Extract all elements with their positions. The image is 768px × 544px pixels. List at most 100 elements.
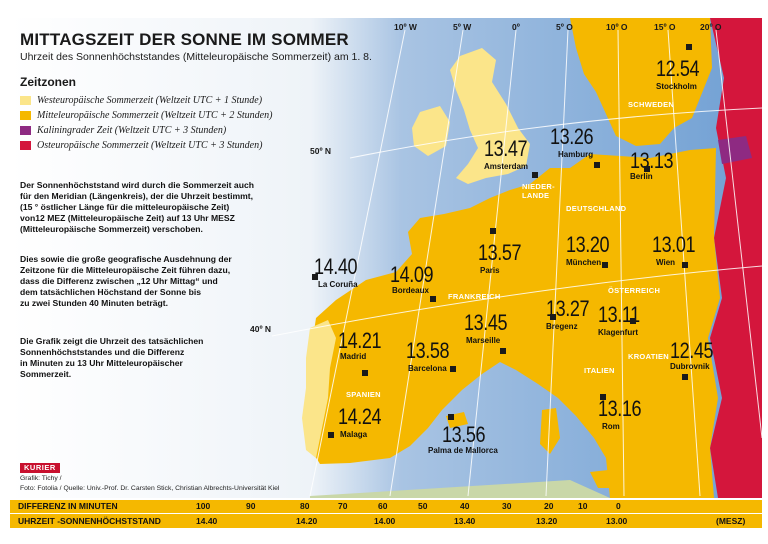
time-label: UHRZEIT -SONNENHÖCHSTSTAND bbox=[18, 516, 161, 526]
city-time: 13.56 bbox=[442, 422, 486, 447]
city-time: 14.09 bbox=[390, 262, 434, 287]
time-scale-bar: UHRZEIT -SONNENHÖCHSTSTAND 14.40 14.20 1… bbox=[10, 514, 762, 528]
city-marker bbox=[490, 228, 496, 234]
city-name: München bbox=[566, 258, 602, 267]
city-time: 14.24 bbox=[338, 404, 382, 429]
city-marker bbox=[362, 370, 368, 376]
city-name: Bordeaux bbox=[392, 286, 429, 295]
city-time: 13.16 bbox=[598, 396, 642, 421]
city-time: 14.40 bbox=[314, 254, 358, 279]
time-tick: 13.20 bbox=[536, 516, 558, 526]
city-marker bbox=[328, 432, 334, 438]
legend-label: Mitteleuropäische Sommerzeit (Weltzeit U… bbox=[37, 109, 273, 121]
time-tick: 13.00 bbox=[606, 516, 628, 526]
city-marker bbox=[500, 348, 506, 354]
country-label-croatia: KROATIEN bbox=[628, 352, 670, 361]
city-name: Palma de Mallorca bbox=[428, 446, 498, 455]
time-tick: 14.20 bbox=[296, 516, 318, 526]
difference-tick: 0 bbox=[616, 501, 621, 511]
difference-tick: 40 bbox=[460, 501, 470, 511]
city-marker bbox=[450, 366, 456, 372]
eastern-europe-zone bbox=[710, 18, 762, 498]
legend-swatch bbox=[20, 95, 31, 105]
city-marker bbox=[686, 44, 692, 50]
country-label-sweden: SCHWEDEN bbox=[628, 100, 675, 109]
difference-tick: 90 bbox=[246, 501, 256, 511]
latitude-label: 40º N bbox=[250, 324, 272, 334]
city-time: 13.01 bbox=[652, 232, 696, 257]
city-marker bbox=[682, 374, 688, 380]
country-label-spain: SPANIEN bbox=[346, 390, 381, 399]
credit-line: Grafik: Tichy / bbox=[20, 475, 62, 482]
sardinia-land bbox=[540, 408, 560, 454]
country-label-austria: ÖSTERREICH bbox=[608, 286, 661, 295]
country-label-germany: DEUTSCHLAND bbox=[566, 204, 627, 213]
legend-swatch bbox=[20, 140, 31, 150]
difference-tick: 20 bbox=[544, 501, 554, 511]
longitude-label: 0º bbox=[512, 22, 520, 32]
explanation-paragraph: Dies sowie die große geografische Ausdeh… bbox=[20, 254, 232, 308]
longitude-label: 5º O bbox=[556, 22, 573, 32]
city-name: Berlin bbox=[630, 172, 653, 181]
legend-label: Osteuropäische Sommerzeit (Weltzeit UTC … bbox=[37, 139, 263, 151]
longitude-label: 20º O bbox=[700, 22, 722, 32]
legend-item-west: Westeuropäische Sommerzeit (Weltzeit UTC… bbox=[20, 93, 262, 107]
country-label-netherlands: NIEDER- LANDE bbox=[522, 182, 555, 200]
legend-heading: Zeitzonen bbox=[20, 75, 76, 89]
italy-land bbox=[566, 348, 662, 470]
city-time: 13.57 bbox=[478, 240, 522, 265]
legend-swatch bbox=[20, 125, 31, 135]
page-subtitle: Uhrzeit des Sonnenhöchststandes (Mittele… bbox=[20, 51, 372, 63]
city-name: Amsterdam bbox=[484, 162, 529, 171]
legend-label: Kaliningrader Zeit (Weltzeit UTC + 3 Stu… bbox=[37, 124, 227, 136]
city-time: 13.45 bbox=[464, 310, 508, 335]
city-marker bbox=[430, 296, 436, 302]
city-marker bbox=[630, 318, 636, 324]
city-time: 13.26 bbox=[550, 124, 594, 149]
time-unit: (MESZ) bbox=[716, 516, 746, 526]
legend-label: Westeuropäische Sommerzeit (Weltzeit UTC… bbox=[37, 94, 263, 106]
difference-tick: 60 bbox=[378, 501, 388, 511]
city-name: Paris bbox=[480, 266, 500, 275]
difference-tick: 80 bbox=[300, 501, 310, 511]
time-tick: 13.40 bbox=[454, 516, 476, 526]
legend-item-east: Osteuropäische Sommerzeit (Weltzeit UTC … bbox=[20, 138, 262, 152]
map-graphic bbox=[10, 18, 762, 498]
difference-scale-bar: DIFFERENZ IN MINUTEN 100 90 80 70 60 50 … bbox=[10, 500, 762, 513]
difference-tick: 30 bbox=[502, 501, 512, 511]
difference-tick: 50 bbox=[418, 501, 428, 511]
city-marker bbox=[644, 166, 650, 172]
map: 10º W 5º W 0º 5º O 10º O 15º O 20º O 50º… bbox=[10, 18, 762, 498]
city-name: Wien bbox=[656, 258, 676, 267]
longitude-label: 10º O bbox=[606, 22, 628, 32]
city-name: Malaga bbox=[340, 430, 368, 439]
difference-tick: 10 bbox=[578, 501, 588, 511]
ireland-land bbox=[412, 106, 450, 156]
time-tick: 14.00 bbox=[374, 516, 396, 526]
sicily-land bbox=[590, 468, 626, 488]
time-tick: 14.40 bbox=[196, 516, 218, 526]
city-name: Hamburg bbox=[558, 150, 594, 159]
legend-item-central: Mitteleuropäische Sommerzeit (Weltzeit U… bbox=[20, 108, 272, 122]
longitude-label: 15º O bbox=[654, 22, 676, 32]
city-time: 13.11 bbox=[598, 302, 640, 327]
city-marker bbox=[600, 394, 606, 400]
latitude-label: 50º N bbox=[310, 146, 332, 156]
city-name: Dubrovnik bbox=[670, 362, 710, 371]
city-name: Barcelona bbox=[408, 364, 447, 373]
city-name: Klagenfurt bbox=[598, 328, 638, 337]
country-label-italy: ITALIEN bbox=[584, 366, 615, 375]
scandinavia-land bbox=[570, 18, 712, 146]
city-marker bbox=[532, 172, 538, 178]
longitude-label: 10º W bbox=[394, 22, 417, 32]
page-title: MITTAGSZEIT DER SONNE IM SOMMER bbox=[20, 30, 349, 49]
portugal-land bbox=[302, 320, 336, 458]
difference-label: DIFFERENZ IN MINUTEN bbox=[18, 501, 118, 511]
city-marker bbox=[448, 414, 454, 420]
city-time: 14.21 bbox=[338, 328, 382, 353]
africa-land bbox=[310, 480, 610, 498]
city-marker bbox=[594, 162, 600, 168]
city-name: Madrid bbox=[340, 352, 367, 361]
legend-swatch bbox=[20, 110, 31, 120]
